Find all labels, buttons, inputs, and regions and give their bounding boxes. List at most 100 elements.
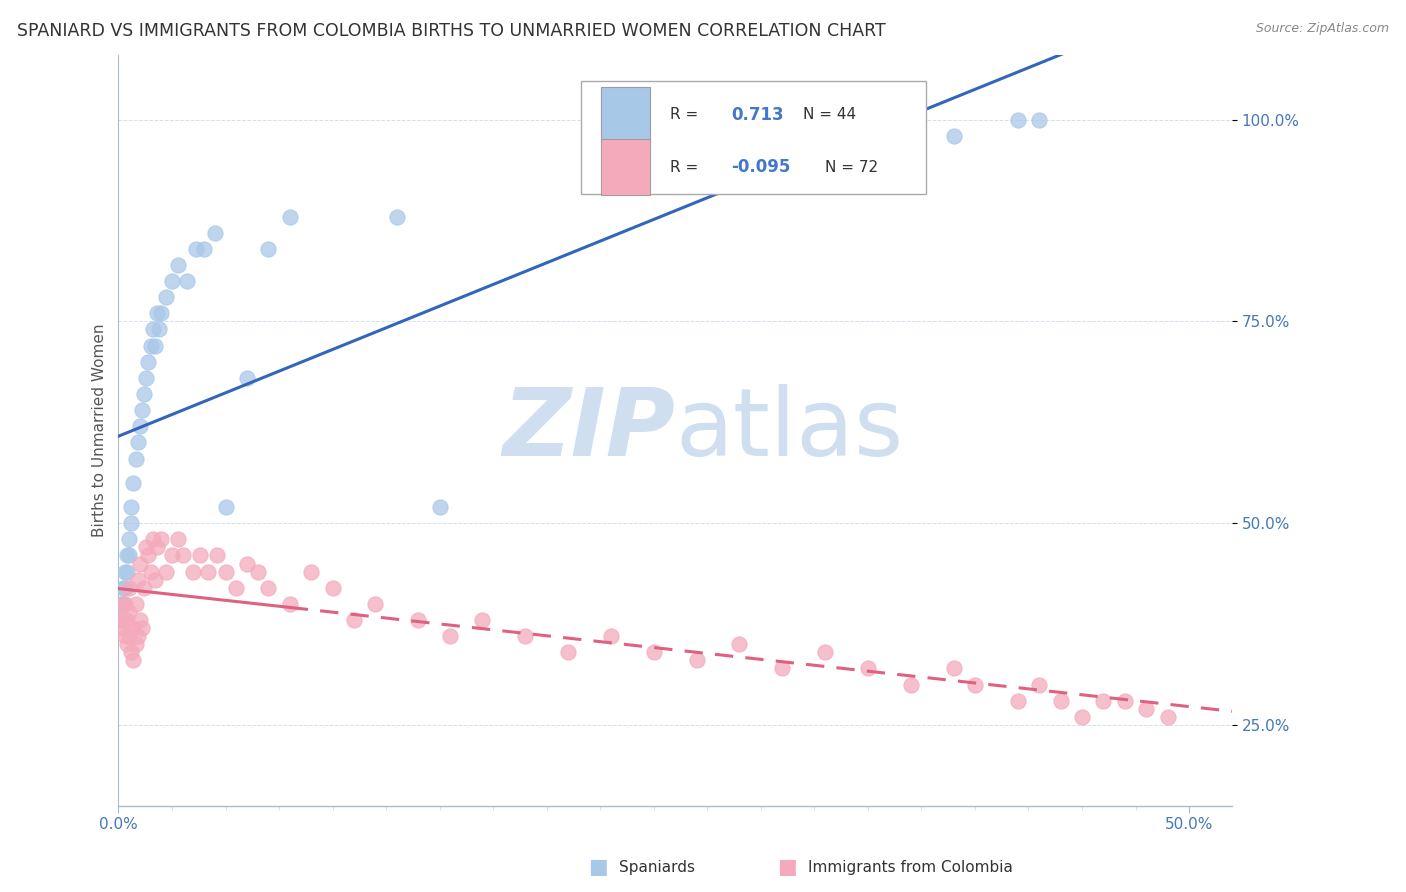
Point — [183, 565, 205, 579]
Point — [122, 475, 145, 490]
Point — [134, 387, 156, 401]
Point — [188, 549, 211, 563]
Point — [122, 653, 145, 667]
Point — [160, 274, 183, 288]
Point — [120, 500, 142, 514]
Point — [728, 637, 751, 651]
Point — [193, 242, 215, 256]
Point — [167, 533, 190, 547]
Point — [225, 581, 247, 595]
Point — [128, 419, 150, 434]
Text: R =: R = — [669, 107, 703, 122]
Point — [471, 613, 494, 627]
Point — [142, 322, 165, 336]
Point — [1092, 694, 1115, 708]
Point — [621, 145, 644, 159]
Text: Immigrants from Colombia: Immigrants from Colombia — [808, 860, 1014, 874]
Point — [557, 645, 579, 659]
Point — [643, 645, 665, 659]
Point — [160, 549, 183, 563]
Point — [135, 371, 157, 385]
Point — [120, 516, 142, 531]
Point — [406, 613, 429, 627]
Point — [1028, 677, 1050, 691]
Point — [322, 581, 344, 595]
Point — [214, 500, 236, 514]
Point — [110, 613, 132, 627]
Point — [685, 653, 707, 667]
Point — [111, 613, 134, 627]
Point — [122, 621, 145, 635]
Point — [118, 549, 141, 563]
Point — [128, 613, 150, 627]
Text: Source: ZipAtlas.com: Source: ZipAtlas.com — [1256, 22, 1389, 36]
Point — [111, 597, 134, 611]
Point — [143, 573, 166, 587]
Point — [257, 581, 280, 595]
Point — [131, 621, 153, 635]
Point — [246, 565, 269, 579]
Point — [204, 226, 226, 240]
Point — [963, 677, 986, 691]
Point — [114, 565, 136, 579]
Point — [143, 338, 166, 352]
Point — [1114, 694, 1136, 708]
Point — [439, 629, 461, 643]
Point — [600, 629, 623, 643]
Point — [236, 557, 259, 571]
FancyBboxPatch shape — [600, 139, 650, 194]
Point — [814, 645, 837, 659]
Point — [110, 613, 132, 627]
Point — [111, 581, 134, 595]
Point — [135, 541, 157, 555]
Point — [515, 629, 537, 643]
Point — [278, 597, 301, 611]
Point — [1049, 694, 1071, 708]
FancyBboxPatch shape — [581, 81, 925, 194]
Point — [110, 621, 132, 635]
Text: N = 72: N = 72 — [825, 160, 879, 175]
Point — [118, 629, 141, 643]
Point — [197, 565, 219, 579]
Text: Spaniards: Spaniards — [619, 860, 695, 874]
Point — [115, 565, 138, 579]
Y-axis label: Births to Unmarried Women: Births to Unmarried Women — [93, 324, 107, 537]
Point — [118, 605, 141, 619]
Text: 0.713: 0.713 — [731, 105, 783, 124]
Point — [131, 403, 153, 417]
Point — [299, 565, 322, 579]
Point — [128, 557, 150, 571]
Point — [110, 597, 132, 611]
Point — [134, 581, 156, 595]
Point — [146, 541, 169, 555]
Point — [236, 371, 259, 385]
Point — [942, 128, 965, 143]
Point — [385, 210, 408, 224]
Point — [124, 637, 146, 651]
Point — [343, 613, 366, 627]
Point — [139, 565, 162, 579]
Point — [150, 306, 173, 320]
Point — [114, 613, 136, 627]
Text: SPANIARD VS IMMIGRANTS FROM COLOMBIA BIRTHS TO UNMARRIED WOMEN CORRELATION CHART: SPANIARD VS IMMIGRANTS FROM COLOMBIA BIR… — [17, 22, 886, 40]
Point — [115, 637, 138, 651]
Point — [1156, 710, 1178, 724]
FancyBboxPatch shape — [600, 87, 650, 143]
Point — [155, 565, 177, 579]
Point — [205, 549, 228, 563]
Text: ZIP: ZIP — [502, 384, 675, 476]
Text: -0.095: -0.095 — [731, 158, 790, 176]
Point — [856, 661, 879, 675]
Point — [1007, 694, 1029, 708]
Point — [127, 629, 149, 643]
Point — [900, 677, 922, 691]
Point — [793, 145, 815, 159]
Point — [127, 435, 149, 450]
Point — [138, 355, 160, 369]
Point — [176, 274, 198, 288]
Point — [278, 210, 301, 224]
Point — [150, 533, 173, 547]
Point — [1028, 112, 1050, 127]
Point — [124, 451, 146, 466]
Point — [118, 533, 141, 547]
